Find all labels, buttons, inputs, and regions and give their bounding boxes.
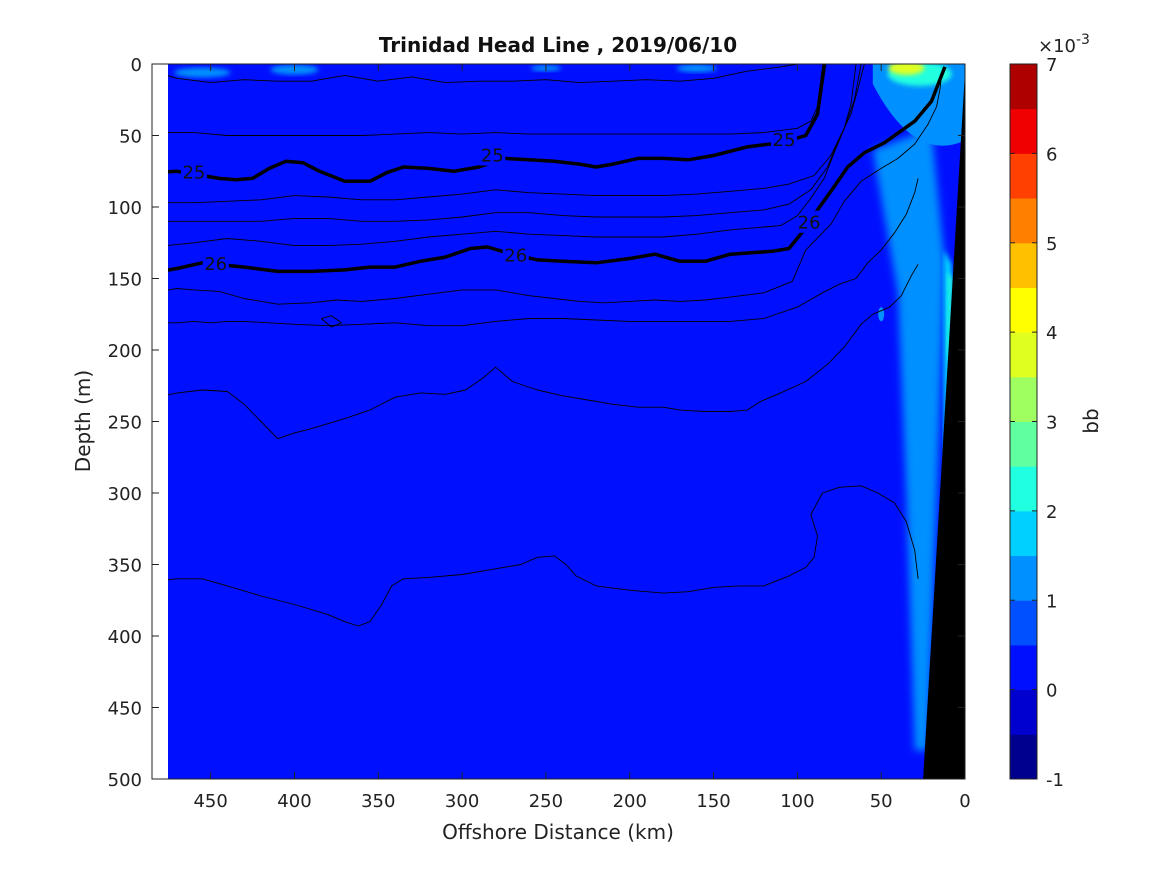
colorbar-tick-label: 6	[1046, 144, 1057, 165]
contour-line-25	[168, 64, 826, 184]
colorbar-segment	[1010, 510, 1037, 557]
feature-surface-spot	[174, 67, 231, 78]
colorbar-segment	[1010, 64, 1037, 110]
colorbar-segment	[1010, 644, 1037, 691]
chart-title: Trinidad Head Line , 2019/06/10	[379, 33, 737, 57]
bathymetry-shape	[923, 64, 965, 779]
feature-boundary-outer	[872, 128, 945, 751]
colorbar-tick-label: 7	[1046, 55, 1057, 76]
y-tick-label: 100	[108, 198, 142, 219]
colorbar: -1 0 1 2 3 4 5 6 7	[1009, 55, 1064, 791]
colorbar-segment	[1010, 689, 1037, 735]
colorbar-segment	[1010, 108, 1037, 154]
contour-label: 26	[504, 246, 527, 267]
feature-small-spot	[878, 307, 885, 322]
x-tick-label: 0	[959, 791, 970, 812]
colorbar-segment	[1010, 242, 1037, 288]
y-tick-label: 0	[131, 55, 142, 76]
colorbar-segment	[1010, 734, 1037, 780]
colorbar-segment	[1010, 287, 1037, 333]
colorbar-tick-label: 1	[1046, 591, 1057, 612]
x-tick-label: 100	[780, 791, 814, 812]
colorbar-tick-label: 0	[1046, 681, 1057, 702]
contour-label-gap	[770, 127, 797, 150]
colorbar-tick-label: -1	[1046, 770, 1064, 791]
x-tick-label: 350	[361, 791, 395, 812]
colorbar-exponent: ×10-3	[1038, 32, 1090, 57]
colorbar-segment	[1010, 555, 1037, 601]
contour-line-thin-3	[168, 64, 862, 204]
contour-line-thin-9	[168, 485, 919, 627]
y-tick-label: 300	[108, 484, 142, 505]
y-tick-label: 400	[108, 627, 142, 648]
y-tick-label: 500	[108, 770, 142, 791]
x-axis-label: Offshore Distance (km)	[442, 820, 674, 844]
contour-label: 25	[182, 163, 205, 184]
y-axis: 0 50 100 150 200 250 300 350 400 450 500	[108, 55, 965, 791]
contour-label-gap	[479, 143, 506, 166]
contour-label-gap	[202, 252, 229, 275]
contour-line-thin-5	[168, 64, 857, 247]
colorbar-segment	[1010, 421, 1037, 467]
colorbar-segment	[1010, 198, 1037, 244]
y-tick-label: 350	[108, 556, 142, 577]
colorbar-label: bb	[1079, 408, 1103, 433]
colorbar-segment	[1010, 153, 1037, 199]
x-tick-label: 50	[870, 791, 893, 812]
x-axis: 450 400 350 300 250 200 150 100 50 0	[193, 64, 971, 812]
plot-area: 25 25 25 26 26 26	[168, 64, 965, 779]
contour-line-thin-7	[168, 178, 919, 327]
y-tick-label: 50	[119, 127, 142, 148]
contour-line-thin-4	[168, 64, 865, 222]
contour-line-thin-1	[168, 64, 798, 84]
colorbar-tick-label: 2	[1046, 502, 1057, 523]
plot-left-gap	[152, 64, 168, 779]
colorbar-segment	[1010, 376, 1037, 422]
y-tick-label: 250	[108, 413, 142, 434]
x-tick-label: 150	[696, 791, 730, 812]
contour-line-thin-6	[168, 75, 942, 305]
feature-patch-outer	[872, 64, 965, 146]
x-tick-label: 400	[277, 791, 311, 812]
contour-line-thin-2	[168, 64, 827, 136]
feature-surface-spot	[676, 64, 717, 73]
x-tick-label: 450	[193, 791, 227, 812]
colorbar-tick-label: 5	[1046, 234, 1057, 255]
feature-patch-core	[888, 64, 925, 75]
colorbar-segment	[1010, 600, 1037, 646]
contour-label-gap	[180, 160, 207, 183]
contour-label: 25	[481, 146, 504, 167]
y-tick-label: 450	[108, 699, 142, 720]
contour-label: 26	[204, 254, 227, 275]
y-tick-label: 150	[108, 270, 142, 291]
contour-label: 26	[798, 213, 821, 234]
y-tick-label: 200	[108, 341, 142, 362]
y-axis-label: Depth (m)	[71, 370, 95, 472]
contour-line-thin-8	[168, 263, 919, 440]
x-tick-label: 200	[613, 791, 647, 812]
colorbar-tick-label: 4	[1046, 323, 1057, 344]
contour-label: 25	[773, 130, 796, 151]
x-tick-label: 300	[445, 791, 479, 812]
contour-line-26	[168, 66, 947, 274]
colorbar-segment	[1010, 466, 1037, 512]
field-background	[168, 64, 965, 779]
x-tick-label: 250	[529, 791, 563, 812]
colorbar-segment	[1010, 332, 1037, 378]
colorbar-tick-label: 3	[1046, 413, 1057, 434]
contour-label-gap	[502, 243, 529, 266]
contour-line-thin-10	[321, 315, 342, 328]
contour-label-gap	[796, 210, 823, 233]
